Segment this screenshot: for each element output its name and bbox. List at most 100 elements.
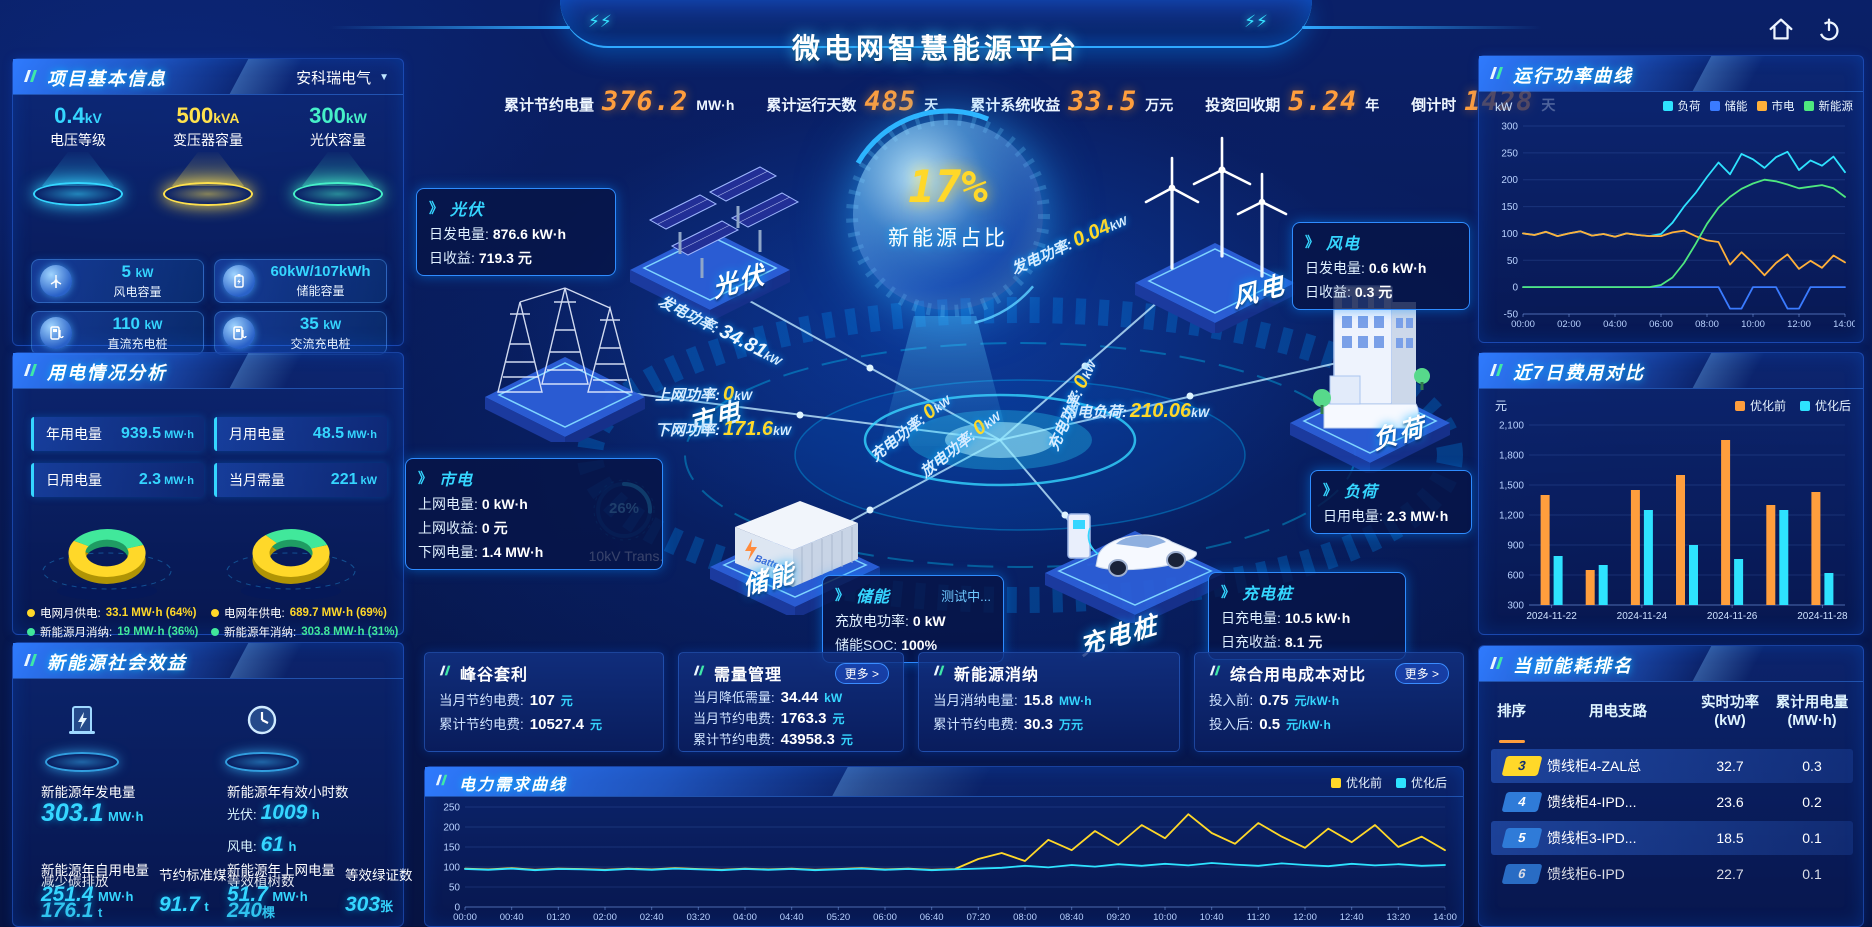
pv-node-graphic[interactable] (610, 150, 810, 320)
flow-from-grid-power: 下网功率: 171.6kW (655, 418, 792, 440)
wind-node-graphic[interactable] (1110, 118, 1320, 333)
legend-label: 储能 (1724, 101, 1748, 113)
column-header: 实时功率 (kW) (1701, 695, 1759, 730)
node-label-storage[interactable]: 储能 (740, 558, 798, 602)
table-row[interactable]: 5 馈线柜3-IPD... 18.5 0.1 (1491, 821, 1853, 856)
trees-value: 240棵 (227, 899, 276, 922)
node-label-pv[interactable]: 光伏 (710, 260, 768, 304)
panel-title: 电力需求曲线 (459, 777, 568, 794)
legend-item[interactable]: 市电 (1756, 98, 1795, 114)
header-underline (1499, 740, 1525, 744)
pv-info-box: 》光伏 日发电量: 876.6 kW·h 日收益: 719.3 元 (416, 188, 616, 276)
legend-item[interactable]: 优化后 (1395, 774, 1447, 791)
svg-text:04:40: 04:40 (780, 912, 804, 923)
rank-badge: 5 (1501, 828, 1543, 849)
panel-header: 运行功率曲线 (1479, 56, 1863, 92)
svg-text:04:00: 04:00 (733, 912, 757, 923)
chevrons-icon: 》 (1221, 584, 1235, 600)
stat-day-usage: 日用电量 2.3 MW·h (31, 463, 204, 497)
stat-month-demand: 当月需量 221 kW (214, 463, 387, 497)
chevrons-icon: 》 (1305, 234, 1319, 250)
legend-item[interactable]: 新能源月消纳: 19 MW·h (36%) (27, 624, 211, 640)
node-label-load[interactable]: 负荷 (1370, 412, 1428, 456)
svg-text:50: 50 (449, 883, 461, 894)
legend-swatch (1803, 101, 1814, 111)
legend-item[interactable]: 电网年供电: 689.7 MW·h (69%) (211, 605, 395, 621)
dc-charger-icon (40, 317, 72, 349)
title-wing-left (330, 26, 570, 29)
corner-icon (933, 664, 946, 682)
svg-text:14:00: 14:00 (1833, 319, 1855, 330)
stat-label: 年用电量 (46, 426, 102, 442)
table-row[interactable]: 3 馈线柜4-ZAL总 32.7 0.3 (1491, 749, 1853, 784)
chevrons-icon: 》 (1323, 482, 1337, 498)
stat-month-usage: 月用电量 48.5 MW·h (214, 417, 387, 451)
month-supply-donut-chart (42, 529, 172, 600)
node-label-wind[interactable]: 风电 (1230, 270, 1288, 314)
coal-value: 91.7 t (159, 893, 209, 916)
power-value: 22.7 (1716, 866, 1744, 883)
box-value: 35 (299, 314, 319, 333)
legend-dot (211, 609, 219, 617)
legend-item[interactable]: 电网月供电: 33.1 MW·h (64%) (27, 605, 211, 621)
column-header: 排序 (1497, 704, 1526, 721)
corner-icon (1209, 664, 1222, 682)
box-label: 储能容量 (296, 284, 345, 298)
power-icon[interactable] (1814, 14, 1844, 44)
company-select[interactable]: 安科瑞电气 ▼ (296, 67, 389, 88)
legend-item[interactable]: 优化后 (1799, 397, 1851, 414)
lightning-icon: ⚡⚡ (588, 12, 612, 31)
cost-legend: 优化前 优化后 (1734, 397, 1851, 414)
stat-value: 939.5 (121, 425, 162, 442)
svg-text:0: 0 (1512, 283, 1518, 294)
svg-text:06:40: 06:40 (920, 912, 944, 923)
svg-text:02:00: 02:00 (593, 912, 617, 923)
panel-header: 电力需求曲线 (425, 767, 1463, 797)
kpi-label: 投资回收期 (1205, 96, 1281, 114)
kpi-label: 累计运行天数 (766, 96, 857, 114)
table-row[interactable]: 6 馈线柜6-IPD 22.7 0.1 (1491, 857, 1853, 891)
panel-cost-comparison: 近7日费用对比 元 优化前 优化后 2,100 1,800 1,500 1,200 90… (1478, 352, 1864, 635)
more-button[interactable]: 更多 > (1394, 662, 1449, 684)
svg-text:12:40: 12:40 (1340, 912, 1364, 923)
panel-demand-curve: 电力需求曲线 优化前 优化后 250 200 150 100 50 0 00:00 00:40… (424, 766, 1464, 927)
svg-text:1,200: 1,200 (1499, 511, 1524, 522)
chevrons-icon: 》 (835, 587, 849, 603)
capacity-boxes: 5 kW 风电容量 60kW/107kWh 储能容量 110 kW 直流充电桩 35 … (31, 259, 387, 355)
more-button[interactable]: 更多 > (834, 662, 889, 684)
home-icon[interactable] (1766, 14, 1796, 44)
legend-item[interactable]: 优化前 (1330, 774, 1382, 791)
table-row[interactable]: 4 馈线柜4-IPD... 23.6 0.2 (1491, 785, 1853, 819)
grid-info-box: 》市电 上网电量: 0 kW·h 上网收益: 0 元 下网电量: 1.4 MW·h (405, 458, 663, 570)
legend-item[interactable]: 新能源年消纳: 303.8 MW·h (31%) (211, 624, 398, 640)
svg-text:250: 250 (1501, 148, 1518, 159)
gen-value: 303.1 MW·h (41, 799, 144, 827)
svg-text:10:40: 10:40 (1200, 912, 1224, 923)
svg-text:2024-11-28: 2024-11-28 (1797, 611, 1848, 622)
kpi-saved-energy: 累计节约电量 376.2 MW·h (488, 86, 750, 117)
svg-text:1,800: 1,800 (1499, 451, 1524, 462)
legend-item[interactable]: 储能 (1709, 98, 1748, 114)
legend-swatch (1799, 400, 1810, 411)
grid-node-graphic[interactable] (470, 262, 660, 442)
panel-usage-analysis: 用电情况分析 年用电量 939.5 MW·h 月用电量 48.5 MW·h 日用电量 2.… (12, 352, 404, 639)
svg-text:11:20: 11:20 (1247, 912, 1270, 923)
pedestal-value: 0.4 (54, 103, 85, 128)
panel-power-curve: 运行功率曲线 kW 负荷 储能 市电 新能源 300 250 200 150 100 50… (1478, 55, 1864, 343)
trees-label: 等效植树数 (227, 874, 295, 889)
panel-energy-ranking: 当前能耗排名 排序 用电支路 实时功率 (kW) 累计用电量 (MW·h) 3 馈线… (1478, 645, 1864, 927)
corner-icon (23, 68, 39, 89)
box-unit: kW (144, 318, 163, 332)
flow-to-grid-power: 上网功率: 0kW (655, 383, 753, 405)
load-info-box: 》负荷 日用电量: 2.3 MW·h (1310, 470, 1472, 534)
legend-item[interactable]: 新能源 (1803, 98, 1853, 114)
hours-label: 新能源年有效小时数 (227, 785, 349, 800)
svg-text:2024-11-24: 2024-11-24 (1617, 611, 1668, 622)
kpi-bar: 累计节约电量 376.2 MW·h 累计运行天数 485 天 累计系统收益 33… (488, 82, 1555, 120)
legend-item[interactable]: 优化前 (1734, 397, 1786, 414)
panel-header: 用电情况分析 (13, 353, 403, 389)
box-label: 风电容量 (113, 285, 162, 299)
legend-item[interactable]: 负荷 (1662, 98, 1701, 114)
demand-line-chart: 250 200 150 100 50 000:00 00:40 01:20 02:00 02:40… (443, 803, 1457, 924)
